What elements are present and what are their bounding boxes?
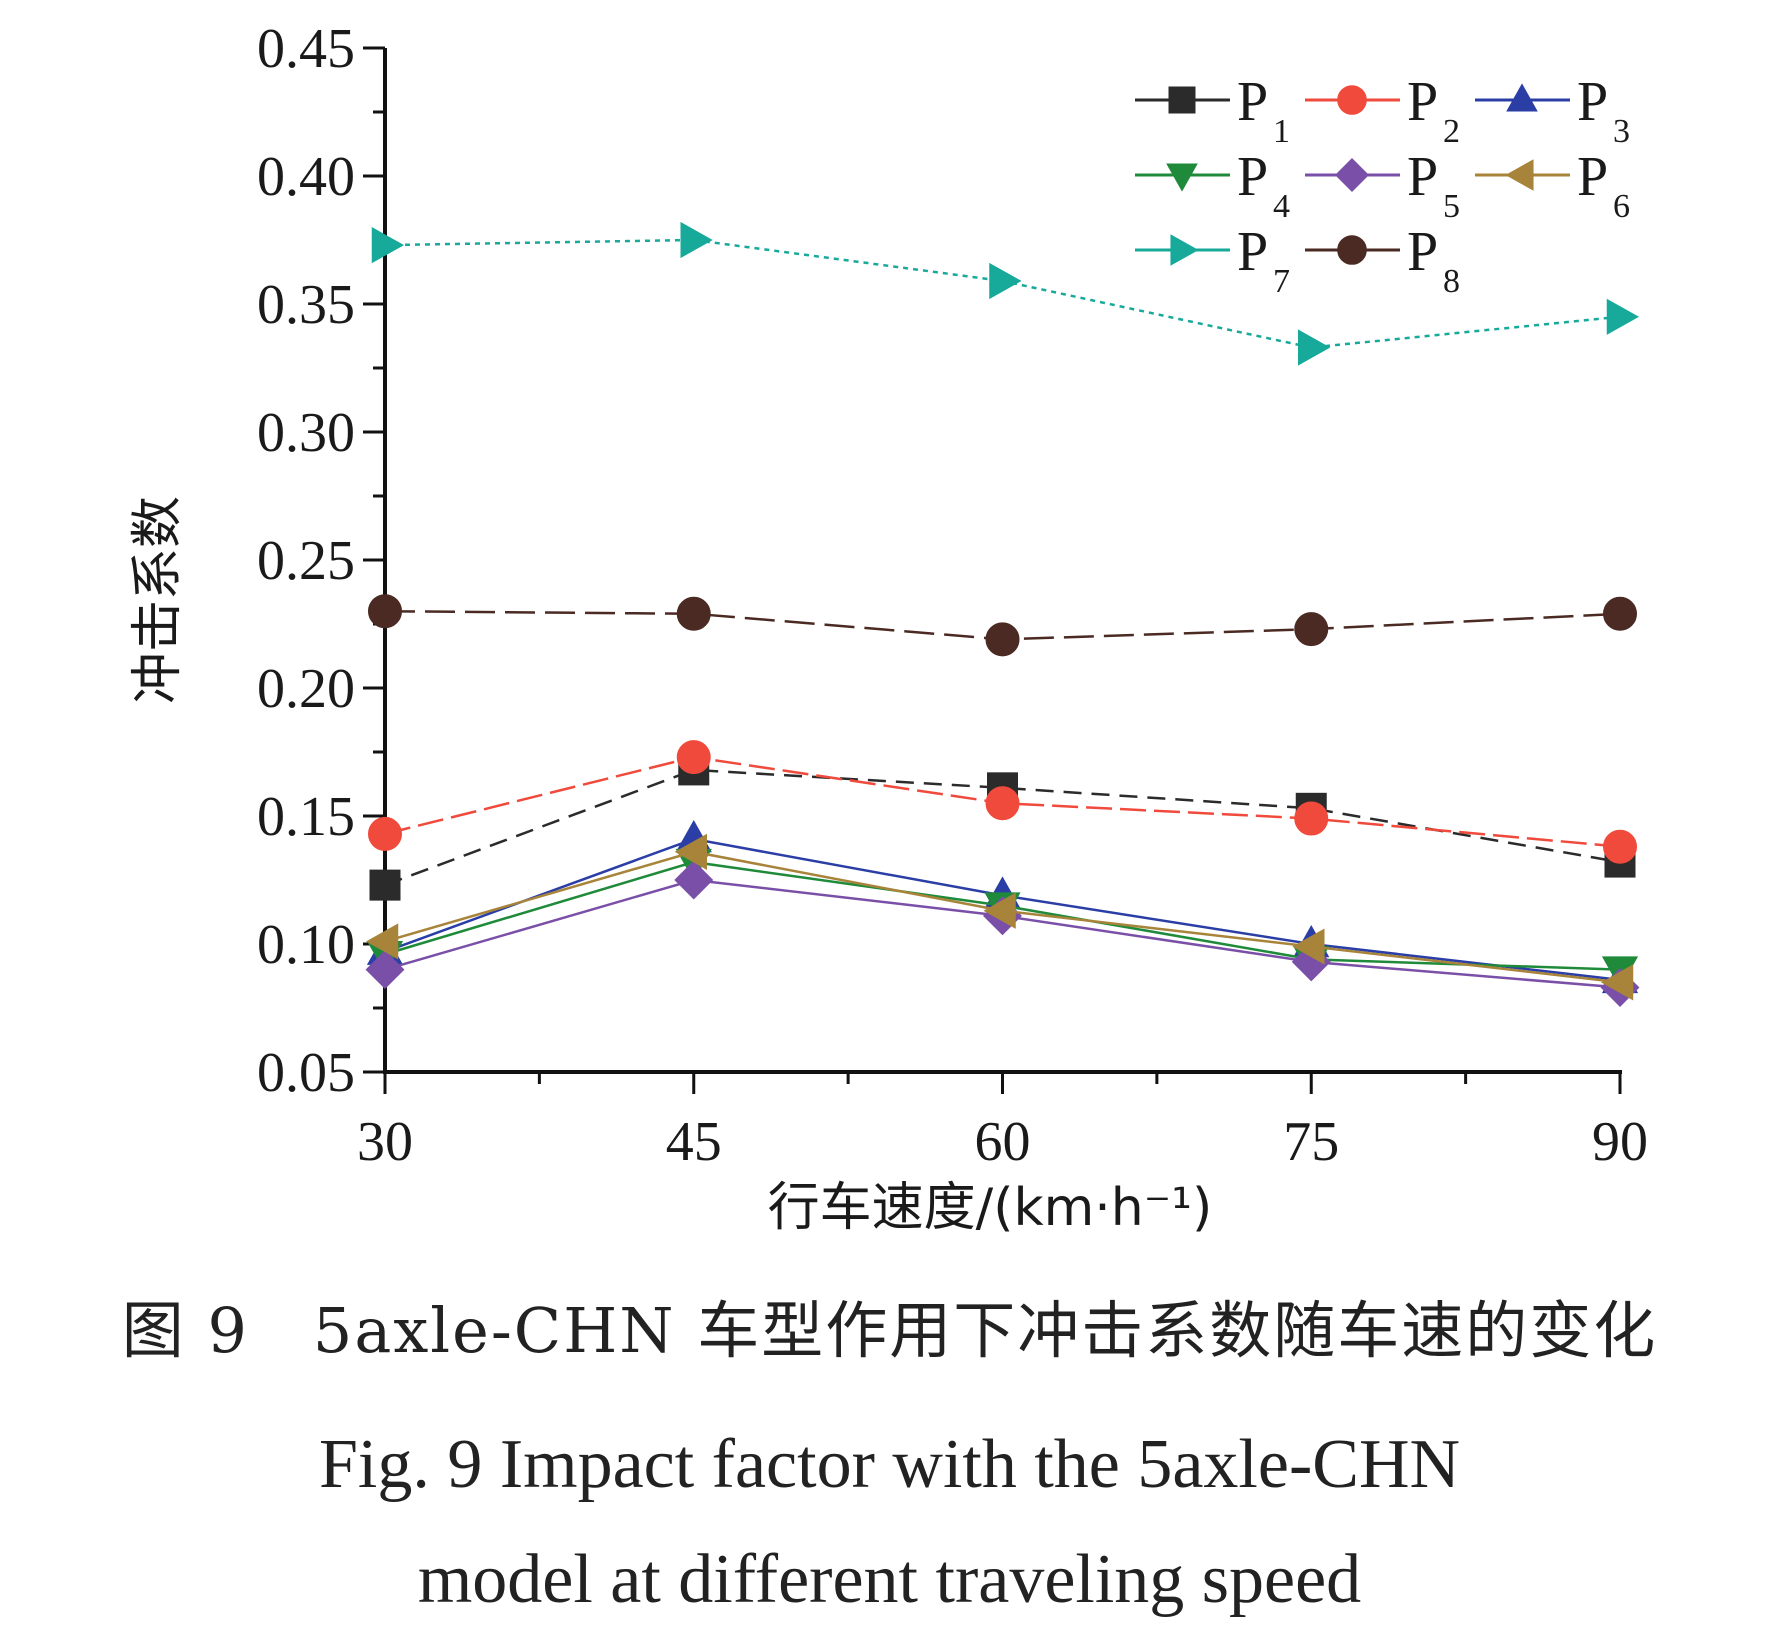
legend-marker [1505,159,1534,191]
legend-label-subscript: 2 [1443,113,1460,150]
legend-marker [1335,158,1369,192]
y-tick-label: 0.30 [257,402,355,464]
legend-label-subscript: 8 [1443,263,1460,300]
x-tick-label: 90 [1592,1111,1648,1173]
legend-marker [1337,235,1367,265]
y-tick-label: 0.05 [257,1042,355,1104]
legend-label: P [1407,146,1438,208]
legend-label: P [1577,146,1608,208]
legend-marker [1170,234,1199,266]
data-point-p6 [674,833,707,870]
data-point-p8 [1603,596,1637,631]
data-point-p7 [989,262,1022,300]
legend-label: P [1237,71,1268,133]
legend-label-subscript: 3 [1613,113,1630,150]
data-point-p7 [1606,298,1640,335]
series-p7 [371,221,1640,366]
data-point-p1 [369,869,401,901]
y-tick-label: 0.35 [257,274,355,336]
data-point-p7 [371,227,405,264]
data-point-p6 [983,892,1016,929]
series-p6 [365,833,1634,1001]
x-tick-label: 60 [975,1111,1031,1173]
y-tick-label: 0.40 [257,146,355,208]
figure-caption-english-line1: Fig. 9 Impact factor with the 5axle-CHN [318,1426,1461,1503]
legend-label: P [1407,71,1438,133]
legend-marker [1337,85,1367,115]
data-point-p8 [368,594,402,629]
legend-label-subscript: 5 [1443,188,1460,225]
data-point-p2 [368,816,402,851]
x-tick-label: 45 [666,1111,722,1173]
legend-marker [1168,86,1196,114]
data-point-p2 [676,740,711,775]
y-axis-title: 冲击系数 [128,496,188,704]
x-tick-label: 30 [357,1111,413,1173]
data-point-p5 [674,860,714,900]
data-point-p2 [985,786,1020,821]
series-line-p1 [384,768,1621,887]
data-point-p8 [676,596,711,631]
data-point-p5 [365,950,405,990]
data-point-p8 [1294,612,1329,647]
legend-label: P [1577,71,1608,133]
data-point-p2 [1603,829,1637,864]
figure-caption-english-line2: model at different traveling speed [417,1541,1362,1618]
data-point-p6 [1600,964,1634,1001]
data-point-p7 [1298,329,1331,366]
legend: P 1 P 2 P 3P 4 P 5 P 6P 7 P 8 [1135,71,1630,300]
data-point-p2 [1294,801,1329,836]
legend-label-subscript: 7 [1273,263,1290,300]
series-layer [365,221,1640,1007]
y-tick-label: 0.10 [257,914,355,976]
data-point-p7 [680,221,713,259]
legend-label: P [1237,146,1268,208]
legend-label: P [1407,221,1438,283]
y-tick-label: 0.45 [257,18,355,80]
figure-caption-chinese: 图 9 5axle-CHN 车型作用下冲击系数随车速的变化 [121,1294,1658,1367]
legend-label: P [1237,221,1268,283]
x-axis-title: 行车速度/(km·h⁻¹) [768,1178,1213,1238]
data-point-p6 [1292,928,1325,965]
chart-container: 0.05 0.10 0.15 0.20 0.25 0.30 0.35 0.40 0.45 30 45… [128,18,1648,1238]
data-point-p8 [985,622,1020,657]
series-p8 [368,594,1637,657]
legend-marker [1506,83,1538,112]
legend-marker [1166,163,1198,192]
y-tick-label: 0.15 [257,786,355,848]
x-tick-label: 75 [1283,1111,1339,1173]
data-point-p6 [365,923,399,960]
legend-label-subscript: 6 [1613,188,1630,225]
y-tick-label: 0.20 [257,658,355,720]
y-tick-label: 0.25 [257,530,355,592]
series-p2 [368,740,1637,864]
legend-label-subscript: 4 [1273,188,1290,225]
legend-label-subscript: 1 [1273,113,1290,150]
